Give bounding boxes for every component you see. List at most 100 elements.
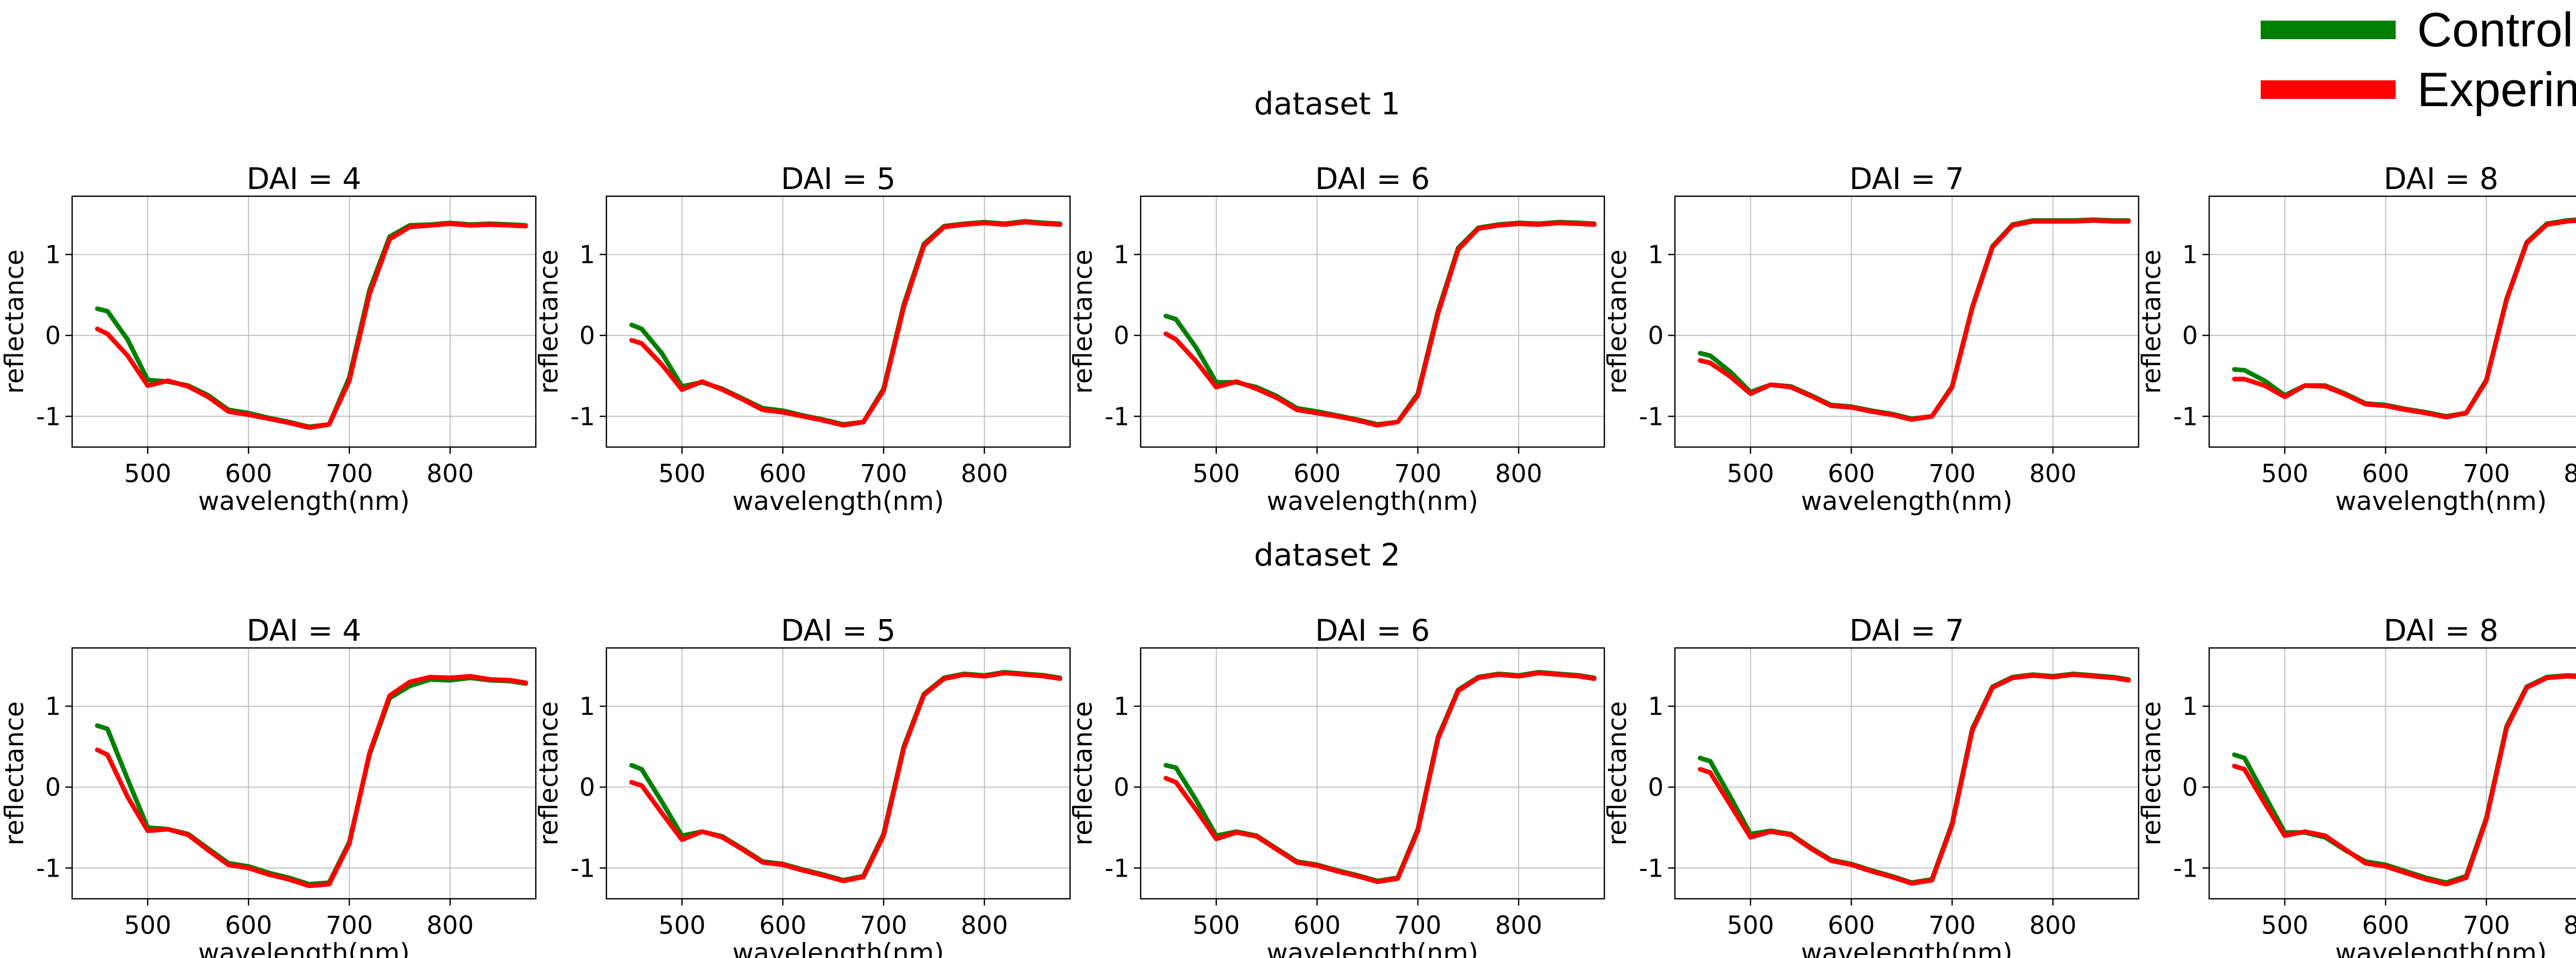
series-line-experiment — [629, 219, 1062, 428]
panel-r2-c5: 500 600 700 800 -1 0 1 DAI = 8 wavelength(nm) ref… — [2137, 613, 2576, 958]
y-tick-label: 1 — [1113, 241, 1129, 269]
x-tick-label: 600 — [1828, 459, 1875, 488]
axes-frame — [605, 647, 1071, 900]
series-line-experiment — [95, 221, 528, 430]
x-tick-label: 800 — [427, 911, 474, 940]
y-axis-label: reflectance — [1602, 701, 1632, 845]
x-tick-label: 500 — [2261, 911, 2309, 940]
x-axis-label: wavelength(nm) — [2335, 486, 2547, 516]
x-tick-label: 500 — [658, 911, 706, 940]
legend-swatch-experiment — [2260, 80, 2396, 99]
x-tick-label: 700 — [860, 911, 907, 940]
x-tick-label: 500 — [124, 459, 172, 488]
y-tick-label: 0 — [2182, 773, 2198, 802]
panel-r1-c3: 500 600 700 800 -1 0 1 DAI = 6 wavelength(nm) ref… — [1068, 161, 1605, 516]
panel-title: DAI = 4 — [247, 613, 362, 648]
y-axis-label: reflectance — [2137, 701, 2166, 845]
x-tick-label: 500 — [658, 459, 706, 488]
x-tick-label: 600 — [225, 911, 273, 940]
legend: Control Experiment — [2260, 0, 2576, 119]
legend-label-control: Control — [2417, 3, 2573, 57]
x-tick-label: 700 — [326, 911, 373, 940]
y-tick-label: -1 — [2173, 854, 2198, 883]
y-tick-label: 1 — [2182, 241, 2198, 269]
y-tick-label: 0 — [1113, 321, 1129, 350]
x-tick-label: 600 — [759, 911, 807, 940]
panel-title: DAI = 6 — [1315, 613, 1430, 648]
panel-title: DAI = 7 — [1850, 161, 1964, 196]
panel-title: DAI = 8 — [2384, 161, 2499, 196]
y-tick-label: 0 — [45, 773, 61, 802]
x-axis-label: wavelength(nm) — [1267, 938, 1479, 958]
x-tick-label: 500 — [1727, 911, 1774, 940]
x-tick-label: 600 — [1828, 911, 1875, 940]
y-tick-label: -1 — [1639, 854, 1664, 883]
series-line-experiment — [2232, 218, 2576, 420]
legend-item-control: Control — [2260, 0, 2576, 60]
panel-title: DAI = 5 — [781, 613, 896, 648]
x-axis-label: wavelength(nm) — [1801, 938, 2013, 958]
axes-frame — [2208, 647, 2576, 900]
y-tick-label: -1 — [1105, 402, 1129, 431]
legend-label-experiment: Experiment — [2417, 62, 2576, 116]
y-tick-label: 0 — [1113, 773, 1129, 802]
x-tick-label: 700 — [2463, 459, 2510, 488]
x-tick-label: 700 — [326, 459, 373, 488]
y-axis-label: reflectance — [534, 249, 564, 394]
x-axis-label: wavelength(nm) — [198, 486, 410, 516]
axes-frame — [1140, 647, 1605, 900]
x-tick-label: 800 — [2029, 911, 2077, 940]
x-axis-label: wavelength(nm) — [198, 938, 410, 958]
dataset-title-2: dataset 2 — [1254, 537, 1400, 573]
x-tick-label: 600 — [759, 459, 807, 488]
axes-frame — [71, 647, 537, 900]
x-axis-label: wavelength(nm) — [733, 938, 944, 958]
y-tick-label: 1 — [579, 692, 595, 721]
series-line-experiment — [1163, 671, 1597, 884]
y-tick-label: 1 — [1113, 692, 1129, 721]
axes-frame — [605, 195, 1071, 448]
panel-title: DAI = 6 — [1315, 161, 1430, 196]
x-axis-label: wavelength(nm) — [1267, 486, 1479, 516]
x-axis-label: wavelength(nm) — [733, 486, 944, 516]
series-line-experiment — [1163, 220, 1597, 428]
x-tick-label: 700 — [860, 459, 907, 488]
panel-r2-c4: 500 600 700 800 -1 0 1 DAI = 7 wavelength(nm) ref… — [1602, 613, 2140, 958]
y-tick-label: -1 — [570, 402, 595, 431]
x-tick-label: 800 — [961, 911, 1008, 940]
dataset-title-1: dataset 1 — [1254, 86, 1400, 122]
y-axis-label: reflectance — [0, 249, 29, 394]
legend-swatch-control — [2260, 21, 2396, 39]
x-tick-label: 700 — [1928, 459, 1976, 488]
x-tick-label: 500 — [1727, 459, 1774, 488]
y-tick-label: 1 — [45, 241, 61, 269]
y-tick-label: 0 — [579, 321, 595, 350]
y-tick-label: -1 — [36, 854, 61, 883]
y-tick-label: 0 — [45, 321, 61, 350]
panel-title: DAI = 8 — [2384, 613, 2499, 648]
x-tick-label: 800 — [1495, 459, 1543, 488]
x-tick-label: 800 — [2564, 459, 2576, 488]
panel-title: DAI = 5 — [781, 161, 896, 196]
panel-r1-c2: 500 600 700 800 -1 0 1 DAI = 5 wavelength(nm) ref… — [534, 161, 1071, 516]
x-tick-label: 800 — [2029, 459, 2077, 488]
x-axis-label: wavelength(nm) — [2335, 938, 2547, 958]
series-line-experiment — [629, 671, 1062, 883]
axes-frame — [1140, 195, 1605, 448]
x-tick-label: 500 — [124, 911, 172, 940]
x-tick-label: 500 — [1193, 911, 1240, 940]
x-tick-label: 500 — [1193, 459, 1240, 488]
y-tick-label: 0 — [579, 773, 595, 802]
y-axis-label: reflectance — [534, 701, 564, 845]
y-tick-label: -1 — [36, 402, 61, 431]
y-tick-label: 0 — [2182, 321, 2198, 350]
axes-frame — [1674, 647, 2140, 900]
x-axis-label: wavelength(nm) — [1801, 486, 2013, 516]
series-line-experiment — [95, 674, 528, 888]
y-tick-label: 1 — [1648, 692, 1664, 721]
y-axis-label: reflectance — [2137, 249, 2166, 394]
x-tick-label: 800 — [1495, 911, 1543, 940]
y-tick-label: -1 — [1105, 854, 1129, 883]
series-line-experiment — [1698, 672, 2131, 886]
x-tick-label: 800 — [961, 459, 1008, 488]
